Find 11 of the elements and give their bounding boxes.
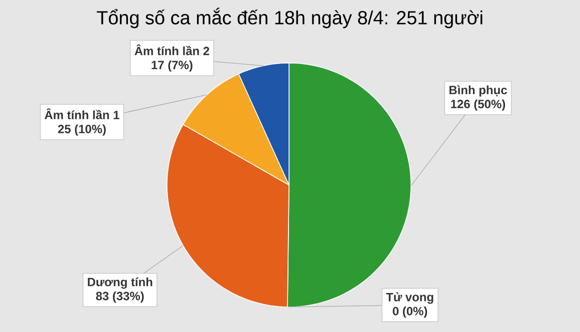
data-label: 83 (33%) [96,291,144,303]
slice-label: Dương tính [88,277,152,289]
slice-label: Bình phục [449,85,507,97]
chart-title: Tổng số ca mắc đến 18h ngày 8/4: 251 người [96,8,482,28]
category-label: Tử vong [386,292,434,304]
data-label: 25 (10%) [58,124,106,136]
slice-label: Âm tính lần 2 [134,44,210,56]
slice-label: Âm tính lần 1 [44,108,120,120]
data-label: 17 (7%) [152,60,192,72]
data-label: 126 (50%) [451,99,506,111]
text: 0 (0%) [392,306,428,318]
